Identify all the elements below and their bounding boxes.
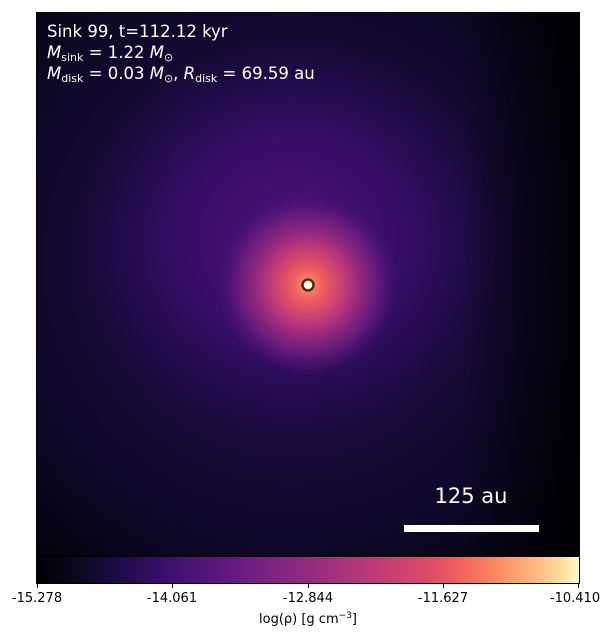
colorbar-ticklabel-0: -15.278 — [11, 591, 63, 606]
colorbar-label-exponent: −3 — [338, 611, 352, 621]
colorbar-ticklabel-4: -10.410 — [549, 591, 601, 606]
colorbar-label-main: log(ρ) [g cm — [259, 612, 339, 627]
disk-mass-subscript: disk — [61, 72, 84, 85]
colorbar-tick-2 — [308, 583, 309, 588]
density-map — [37, 13, 579, 555]
colorbar-tick-0 — [37, 583, 38, 588]
colorbar-ticklabel-2: -12.844 — [282, 591, 334, 606]
disk-mass-value: = 0.03 — [83, 64, 150, 83]
disk-radius-subscript: disk — [195, 72, 218, 85]
colorbar-tick-1 — [172, 583, 173, 588]
colorbar-label: log(ρ) [g cm−3] — [208, 612, 408, 628]
sink-mass-line: Msink = 1.22 M⊙ — [47, 42, 173, 63]
disk-mass-symbol: M — [47, 64, 62, 83]
disk-separator: , — [173, 64, 184, 83]
scalebar-bar — [404, 525, 539, 532]
disk-properties-line: Mdisk = 0.03 M⊙, Rdisk = 69.59 au — [47, 63, 315, 84]
disk-solar-mass-subscript: ⊙ — [163, 72, 174, 85]
colorbar-ticklabel-3: -11.627 — [417, 591, 469, 606]
sink-particle-marker — [301, 278, 315, 292]
colorbar — [36, 556, 580, 584]
colorbar-tick-3 — [443, 583, 444, 588]
disk-radius-value: = 69.59 au — [217, 64, 315, 83]
colorbar-tick-4 — [578, 583, 579, 588]
colorbar-ticklabel-1: -14.061 — [146, 591, 198, 606]
solar-mass-symbol: M — [149, 43, 164, 62]
scalebar-label: 125 au — [434, 484, 508, 508]
colorbar-label-end: ] — [351, 612, 357, 627]
disk-radius-symbol: R — [183, 64, 196, 83]
sink-mass-subscript: sink — [61, 51, 84, 64]
sink-mass-value: = 1.22 — [83, 43, 150, 62]
density-map-panel: Sink 99, t=112.12 kyr Msink = 1.22 M⊙ Md… — [36, 12, 580, 556]
sink-info-text: Sink 99, t=112.12 kyr — [47, 22, 228, 41]
disk-solar-mass-symbol: M — [149, 64, 164, 83]
sink-info-line: Sink 99, t=112.12 kyr — [47, 21, 228, 42]
solar-mass-subscript: ⊙ — [163, 51, 174, 64]
sink-mass-symbol: M — [47, 43, 62, 62]
